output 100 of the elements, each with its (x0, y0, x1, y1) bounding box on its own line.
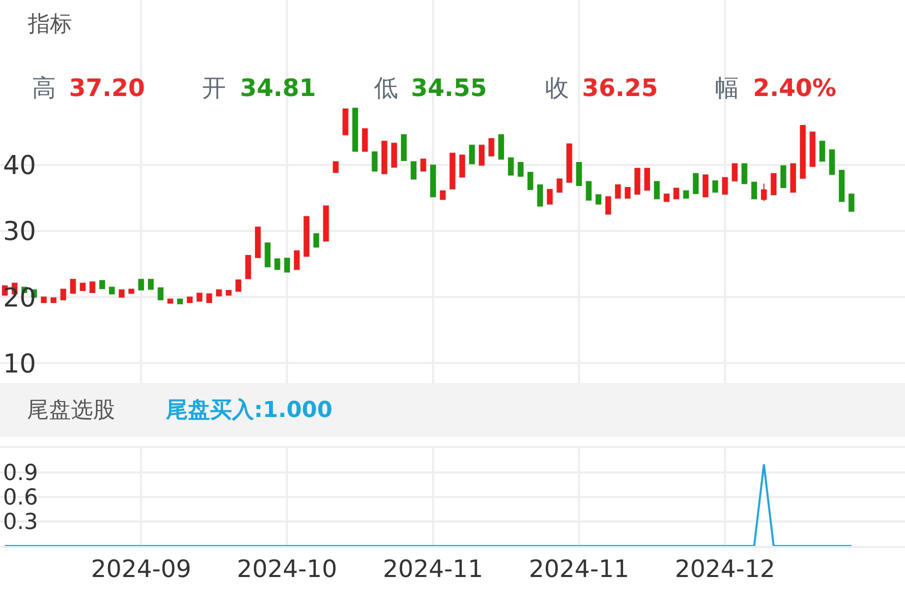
x-tick-label: 2024-12 (674, 554, 776, 583)
candlestick (664, 194, 670, 202)
candlestick (400, 134, 407, 161)
candlestick (624, 187, 631, 199)
text: 尾盘买入:1.000 (165, 398, 332, 423)
candlestick (352, 108, 358, 152)
candlestick (430, 164, 436, 198)
candlestick (673, 188, 680, 200)
y-tick-label: 40 (3, 151, 36, 182)
y-tick-label: 0.6 (3, 486, 38, 511)
candlestick (313, 233, 320, 248)
x-tick-label: 2024-11 (382, 554, 484, 583)
candlestick (732, 163, 738, 182)
y-tick-label: 0.3 (3, 510, 38, 536)
candlestick (712, 180, 718, 193)
candlestick (810, 132, 816, 167)
candlestick (216, 289, 222, 296)
candlestick (722, 177, 728, 195)
candlestick (274, 258, 280, 270)
chart-title: 尾盘选股 (27, 398, 115, 423)
candlestick (819, 140, 826, 162)
candlestick (459, 154, 466, 178)
candlestick (158, 287, 164, 300)
candlestick (537, 184, 543, 207)
candlestick (99, 280, 106, 290)
candlestick (148, 278, 154, 290)
candlestick (236, 279, 242, 292)
candlestick (829, 149, 835, 175)
candlestick (80, 282, 86, 292)
candlestick (196, 292, 202, 302)
candlestick (410, 161, 416, 180)
candlestick (167, 298, 174, 304)
candlestick (478, 144, 485, 166)
annotation: 34.55 (411, 74, 487, 102)
candlestick (692, 173, 699, 194)
annotation: 收 (545, 74, 569, 102)
candlestick (128, 288, 134, 294)
candlestick (527, 172, 534, 190)
candlestick (440, 190, 446, 200)
annotation: 低 (374, 74, 398, 102)
candlestick (838, 170, 845, 202)
candlestick (576, 162, 582, 186)
candlestick (332, 161, 339, 173)
candlestick (586, 181, 592, 201)
candlestick (90, 281, 96, 294)
candlestick (634, 168, 640, 195)
annotation: 2.40% (753, 74, 836, 102)
candlestick (790, 163, 796, 193)
candlestick (800, 124, 806, 179)
candlestick (40, 296, 47, 303)
candlestick (566, 143, 572, 183)
x-tick-label: 2024-10 (236, 554, 338, 583)
y-tick-label: 0.9 (3, 461, 38, 486)
candlestick (70, 278, 76, 294)
candlestick (644, 168, 650, 191)
candlestick (177, 298, 183, 304)
candlestick (186, 296, 193, 303)
candlestick (118, 289, 125, 298)
candlestick (596, 194, 602, 205)
candlestick (848, 194, 854, 212)
candlestick (382, 140, 388, 174)
candlestick (245, 255, 252, 280)
candlestick (654, 181, 660, 200)
annotation: 36.25 (582, 74, 658, 102)
text: 指标 (27, 12, 72, 37)
candlestick (60, 288, 66, 300)
annotation: 34.81 (240, 74, 316, 102)
candlestick (683, 190, 689, 199)
annotation: 高 (32, 74, 56, 102)
candlestick (615, 184, 621, 199)
candlestick (254, 226, 261, 258)
candlestick (518, 162, 524, 177)
candlestick (372, 151, 378, 172)
y-tick-label: 30 (3, 217, 36, 248)
candlestick (50, 297, 56, 303)
annotation: 幅 (715, 74, 739, 102)
candlestick (469, 144, 475, 164)
y-tick-label: 10 (3, 349, 36, 380)
candlestick (770, 173, 777, 196)
candlestick (761, 183, 767, 202)
candlestick (498, 134, 504, 160)
annotation: 开 (202, 74, 226, 102)
candlestick (109, 286, 115, 294)
annotation: 37.20 (69, 74, 145, 102)
candlestick (391, 142, 397, 168)
candlestick (556, 178, 562, 193)
candlestick (226, 290, 232, 296)
candlestick (362, 128, 368, 152)
candlestick (546, 189, 553, 205)
candlestick (206, 293, 212, 303)
candlestick (342, 108, 348, 136)
candlestick (508, 157, 514, 176)
candlestick (420, 158, 426, 172)
candlestick (323, 206, 329, 242)
candlestick (138, 278, 144, 290)
x-tick-label: 2024-11 (528, 554, 630, 583)
candlestick (304, 216, 310, 257)
candlestick (780, 165, 786, 188)
candlestick (742, 163, 748, 184)
y-tick-label: 20 (3, 283, 36, 314)
